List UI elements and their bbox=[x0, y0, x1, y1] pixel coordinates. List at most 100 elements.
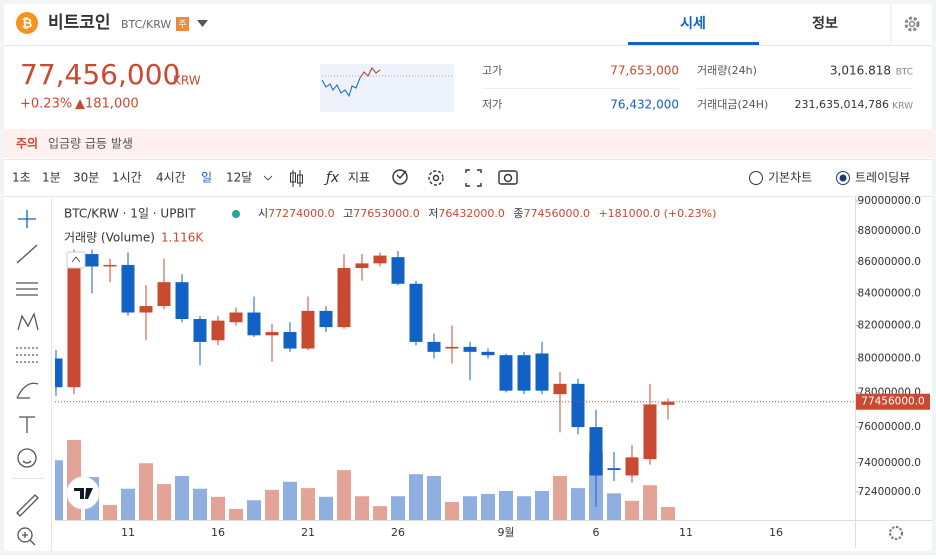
interval[interactable]: 일 bbox=[201, 171, 212, 185]
brush-tool[interactable] bbox=[16, 382, 39, 399]
volume-bar bbox=[283, 481, 297, 520]
interval[interactable]: 1초 bbox=[12, 171, 31, 185]
fib-tool[interactable] bbox=[16, 282, 38, 296]
radio[interactable] bbox=[749, 171, 763, 185]
coin-name: 비트코인 bbox=[48, 13, 111, 33]
ohlc-name: 저 bbox=[428, 207, 438, 220]
stat-value: 3,016.818 bbox=[830, 64, 891, 78]
stat-unit: BTC bbox=[896, 68, 913, 78]
interval[interactable]: 1분 bbox=[42, 171, 61, 185]
drawing-toolbar bbox=[12, 210, 44, 546]
interval[interactable]: 12달 bbox=[226, 171, 252, 185]
volume-bar bbox=[265, 489, 279, 520]
y-tick-label: 76000000.0 bbox=[858, 421, 921, 433]
ohlc-name: 고 bbox=[343, 207, 353, 220]
volume-bar bbox=[301, 488, 315, 520]
axis-settings[interactable] bbox=[889, 526, 903, 540]
zoom-tool[interactable] bbox=[17, 527, 33, 543]
screenshot-icon[interactable] bbox=[498, 170, 518, 185]
candle-body bbox=[175, 282, 189, 319]
current-price: 77,456,000 bbox=[20, 58, 180, 91]
tool-icons bbox=[392, 169, 518, 187]
ohlc-value: 76432000.0 bbox=[438, 207, 504, 220]
indicator-icon[interactable]: ƒx bbox=[323, 170, 340, 186]
volume-bar bbox=[643, 485, 657, 520]
candle-body bbox=[103, 264, 117, 267]
volume-bar bbox=[55, 460, 63, 520]
volume-title: 거래량 (Volume) bbox=[64, 231, 155, 245]
ruler-tool[interactable] bbox=[16, 494, 39, 517]
badge: 주 bbox=[178, 19, 186, 30]
tab-underline bbox=[628, 42, 759, 45]
candle-body bbox=[121, 264, 135, 313]
interval-caret[interactable] bbox=[263, 175, 273, 181]
volume-bar bbox=[355, 496, 369, 520]
trendline-tool[interactable] bbox=[16, 244, 38, 264]
candle-body bbox=[571, 383, 585, 428]
icon-stroke bbox=[503, 173, 513, 183]
stat-label: 저가 bbox=[482, 98, 502, 111]
settings-icon[interactable] bbox=[904, 16, 920, 32]
candle-body bbox=[319, 310, 333, 328]
dropdown-caret[interactable] bbox=[197, 20, 208, 27]
tab[interactable]: 정보 bbox=[812, 15, 838, 32]
text-tool[interactable] bbox=[19, 416, 35, 433]
emoji-tool[interactable] bbox=[17, 448, 37, 468]
candle-body bbox=[265, 332, 279, 336]
candle-body bbox=[55, 358, 63, 388]
symbol-label: BTC/KRW · 1일 · UPBIT bbox=[64, 207, 196, 221]
volume-bar bbox=[337, 470, 351, 520]
crosshair-tool[interactable] bbox=[18, 210, 36, 228]
notice-tag: 주의 bbox=[16, 136, 38, 151]
chart-type-icon[interactable] bbox=[290, 170, 303, 187]
volume-bar bbox=[121, 488, 135, 520]
tab[interactable]: 시세 bbox=[680, 16, 706, 32]
chart-legend: BTC/KRW · 1일 · UPBIT 시77274000.0 고776530… bbox=[64, 207, 903, 540]
collapse-button[interactable] bbox=[66, 251, 86, 269]
interval[interactable]: 30분 bbox=[73, 171, 99, 185]
y-tick-label: 86000000.0 bbox=[858, 256, 921, 268]
y-tick-label: 72400000.0 bbox=[858, 486, 921, 498]
candle-body bbox=[193, 318, 207, 342]
coin-icon bbox=[16, 12, 38, 34]
volume-bar bbox=[247, 500, 261, 520]
interval[interactable]: 1시간 bbox=[112, 171, 142, 185]
settings-icon[interactable] bbox=[428, 170, 444, 186]
pair: BTC/KRW bbox=[121, 18, 171, 31]
volume-bar bbox=[103, 504, 117, 520]
summary: 77,456,000 KRW +0.23% ▲181,000 고가 77,653… bbox=[20, 58, 913, 112]
candle-body bbox=[427, 341, 441, 352]
candle-body bbox=[211, 320, 225, 341]
ohlc-value: 77653000.0 bbox=[353, 207, 419, 220]
volume-bar bbox=[517, 496, 531, 520]
stat-label: 고가 bbox=[482, 64, 502, 77]
candle-body bbox=[355, 263, 369, 269]
icon-stroke bbox=[22, 532, 36, 546]
change-amount: ▲181,000 bbox=[75, 97, 139, 112]
indicator[interactable]: 지표 bbox=[348, 171, 370, 185]
volume-bar bbox=[229, 508, 243, 520]
volume-bar bbox=[409, 474, 423, 520]
badge-box bbox=[176, 17, 189, 31]
volume-bar bbox=[625, 500, 639, 520]
stat-value: 231,635,014,786 bbox=[795, 98, 889, 111]
interval[interactable]: 4시간 bbox=[156, 171, 186, 185]
chart-mode[interactable]: 트레이딩뷰 bbox=[855, 171, 910, 185]
candle-body bbox=[139, 306, 153, 313]
volume-bar bbox=[571, 488, 585, 520]
candle-body bbox=[589, 427, 603, 476]
drawing-icon[interactable] bbox=[392, 169, 408, 185]
candle-body bbox=[247, 312, 261, 336]
radio-dot bbox=[839, 174, 847, 182]
ohlc-name: 종 bbox=[513, 207, 523, 220]
candle-body bbox=[67, 257, 81, 388]
price-tag bbox=[856, 393, 930, 410]
fullscreen-icon[interactable] bbox=[465, 169, 482, 187]
stat-label: 거래량(24h) bbox=[697, 64, 757, 77]
chart-mode[interactable]: 기본차트 bbox=[768, 171, 812, 185]
volume-bar bbox=[481, 493, 495, 520]
candle-body bbox=[643, 404, 657, 460]
volume-bar bbox=[553, 475, 567, 520]
pattern-tool[interactable] bbox=[17, 312, 39, 331]
candle-body bbox=[337, 268, 351, 328]
